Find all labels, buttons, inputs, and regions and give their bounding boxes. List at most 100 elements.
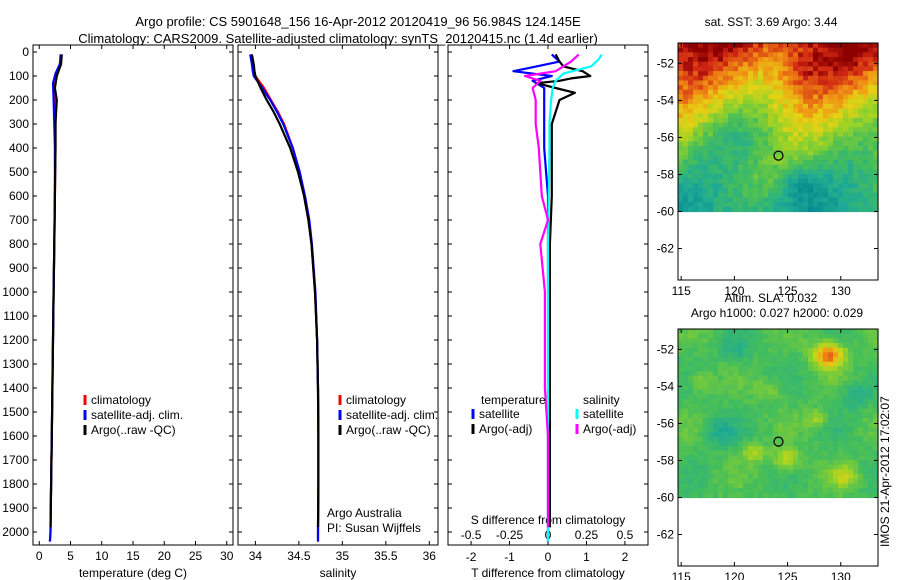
map-cell [838, 71, 844, 77]
map-cell [778, 431, 784, 438]
map-cell [713, 441, 719, 447]
map-cell [753, 57, 759, 63]
map-cell [733, 141, 739, 147]
map-cell [768, 174, 774, 180]
map-cell [723, 141, 729, 147]
map-cell [873, 145, 879, 152]
map-cell [773, 408, 779, 414]
map-cell [753, 150, 759, 156]
map-cell [698, 47, 704, 53]
map-cell [743, 403, 749, 410]
map-cell [768, 422, 774, 428]
map-cell [803, 399, 809, 405]
map-cell [743, 385, 749, 391]
map-cell [708, 441, 714, 447]
map-cell [833, 136, 839, 142]
map-cell [698, 464, 704, 471]
map-cell [733, 131, 739, 138]
map-cell [688, 145, 694, 152]
map-cell [823, 403, 829, 410]
map-cell [738, 371, 744, 377]
map-cell [678, 113, 684, 119]
map-cell [823, 399, 829, 405]
map-cell [868, 329, 874, 335]
map-cell [823, 75, 829, 82]
map-cell [718, 206, 724, 213]
map-cell [688, 464, 694, 471]
map-cell [783, 150, 789, 156]
map-cell [738, 329, 744, 335]
map-cell [733, 474, 739, 480]
map-cell [693, 47, 699, 53]
map-cell [858, 131, 864, 138]
map-cell [768, 403, 774, 410]
map-cell [678, 371, 684, 377]
map-cell [858, 43, 864, 49]
map-cell [748, 488, 754, 494]
y-tick-label: 900 [9, 261, 29, 275]
map-cell [678, 446, 684, 452]
map-cell [783, 488, 789, 494]
map-cell [723, 113, 729, 119]
map-cell [818, 460, 824, 466]
map-cell [773, 169, 779, 175]
map-cell [743, 141, 749, 147]
map-cell [803, 117, 809, 124]
map-cell [868, 160, 874, 166]
map-cell [833, 155, 839, 161]
map-cell [828, 192, 834, 199]
map-cell [733, 427, 739, 433]
map-cell [728, 57, 734, 63]
map-cell [813, 160, 819, 166]
map-cell [863, 206, 869, 213]
map-cell [718, 375, 724, 382]
map-cell [728, 127, 734, 133]
map-cell [833, 99, 839, 105]
map-cell [688, 422, 694, 428]
map-cell [733, 460, 739, 466]
map-cell [868, 71, 874, 77]
map-cell [868, 375, 874, 382]
map-cell [743, 450, 749, 456]
map-cell [828, 478, 834, 485]
map-cell [748, 385, 754, 391]
map-cell [783, 141, 789, 147]
map-cell [823, 427, 829, 433]
map-cell [688, 71, 694, 77]
map-cell [858, 488, 864, 494]
map-cell [793, 338, 799, 344]
map-cell [708, 469, 714, 475]
map-cell [708, 160, 714, 166]
map-cell [713, 206, 719, 213]
map-cell [693, 403, 699, 410]
map-cell [763, 136, 769, 142]
map-cell [848, 347, 854, 353]
map-cell [733, 174, 739, 180]
y-tick-label: 700 [9, 213, 29, 227]
map-cell [843, 357, 849, 363]
map-cell [683, 103, 689, 110]
map-cell [818, 145, 824, 152]
map-cell [733, 75, 739, 82]
map-cell [698, 52, 704, 58]
map-cell [693, 164, 699, 170]
map-cell [863, 399, 869, 405]
map-cell [788, 474, 794, 480]
map-cell [808, 52, 814, 58]
y-tick-label: -58 [657, 453, 675, 467]
map-cell [713, 375, 719, 382]
map-cell [833, 460, 839, 466]
map-cell [838, 347, 844, 353]
map-cell [873, 352, 879, 358]
map-cell [773, 380, 779, 386]
map-cell [838, 450, 844, 456]
map-cell [773, 483, 779, 489]
map-cell [793, 188, 799, 194]
map-cell [873, 338, 879, 344]
map-cell [793, 450, 799, 456]
map-cell [733, 399, 739, 405]
map-cell [738, 460, 744, 466]
map-cell [768, 85, 774, 91]
map-cell [838, 394, 844, 400]
map-cell [808, 371, 814, 377]
